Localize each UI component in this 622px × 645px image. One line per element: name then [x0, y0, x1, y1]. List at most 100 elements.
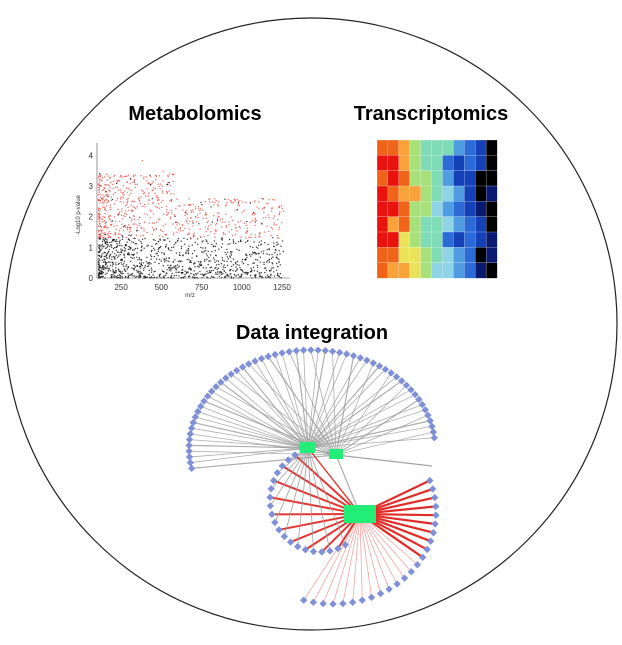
scatter-point [228, 221, 230, 223]
scatter-point [268, 254, 270, 256]
scatter-point [97, 177, 100, 179]
scatter-point [271, 199, 274, 201]
scatter-point [197, 243, 199, 245]
scatter-point [256, 220, 258, 222]
network-node [318, 548, 326, 556]
heatmap-cell [485, 247, 498, 264]
scatter-point [109, 241, 111, 244]
scatter-point [115, 220, 117, 223]
scatter-point [237, 204, 239, 206]
scatter-point [153, 255, 156, 258]
scatter-point [100, 273, 102, 275]
network-node [407, 386, 415, 394]
scatter-point [166, 183, 168, 185]
scatter-point [184, 274, 186, 276]
heatmap-cell [485, 155, 498, 172]
scatter-point [121, 218, 124, 220]
scatter-point [159, 187, 161, 190]
scatter-point [102, 265, 104, 267]
scatter-point [143, 269, 145, 271]
heatmap-cell [376, 201, 389, 218]
heatmap-cell [387, 155, 400, 172]
scatter-point [97, 260, 100, 262]
scatter-point [141, 227, 143, 229]
heatmap-cell [398, 247, 411, 264]
scatter-point [159, 238, 161, 240]
scatter-point [146, 245, 148, 247]
scatter-point [180, 247, 182, 250]
scatter-point [102, 177, 104, 179]
scatter-point [143, 192, 146, 194]
scatter-point [132, 206, 135, 208]
network-node [189, 418, 197, 427]
scatter-point [226, 260, 228, 262]
scatter-point [122, 184, 125, 187]
scatter-point [214, 201, 216, 204]
scatter-point [157, 255, 159, 257]
scatter-point [181, 224, 183, 226]
scatter-point [115, 267, 117, 269]
scatter-point [240, 220, 242, 222]
scatter-point [265, 261, 268, 263]
scatter-point [114, 269, 117, 272]
scatter-point [217, 267, 220, 269]
scatter-point [107, 175, 109, 177]
scatter-point [103, 251, 106, 254]
scatter-point [125, 236, 128, 239]
network-node [376, 589, 385, 598]
network-edge [261, 358, 309, 449]
scatter-point [256, 270, 259, 272]
scatter-point [203, 235, 205, 238]
network-node [217, 378, 225, 386]
scatter-point [232, 239, 234, 241]
scatter-point [197, 272, 199, 274]
scatter-point [118, 242, 121, 244]
network-edge [303, 350, 309, 449]
scatter-point [169, 200, 171, 202]
scatter-point [128, 274, 130, 277]
scatter-point [101, 180, 103, 182]
heatmap-cell [485, 216, 498, 233]
scatter-point [109, 261, 111, 263]
scatter-point [169, 184, 172, 187]
scatter-point [206, 255, 208, 257]
scatter-point [144, 237, 146, 240]
scatter-point [189, 260, 192, 262]
scatter-point [196, 255, 198, 257]
scatter-point [128, 226, 130, 229]
x-tick-label: 250 [114, 283, 128, 292]
scatter-point [170, 249, 172, 252]
scatter-point [268, 248, 270, 250]
scatter-point [102, 237, 104, 239]
scatter-point [124, 212, 126, 215]
scatter-point [225, 253, 227, 256]
scatter-point [155, 179, 157, 181]
scatter-point [99, 276, 102, 278]
scatter-point [108, 230, 110, 233]
scatter-point [124, 215, 126, 218]
scatter-point [112, 269, 114, 271]
scatter-point [254, 221, 256, 223]
network-edge [307, 365, 380, 449]
scatter-point [117, 274, 119, 277]
network-hubs [300, 442, 376, 523]
scatter-point [151, 198, 153, 200]
scatter-point [191, 252, 194, 255]
heatmap-cell [387, 262, 400, 279]
scatter-point [111, 261, 113, 263]
scatter-point [243, 272, 245, 274]
scatter-point [105, 221, 107, 223]
scatter-point [258, 201, 260, 203]
scatter-point [170, 276, 172, 278]
network-edge [307, 353, 348, 449]
scatter-point [115, 239, 118, 241]
scatter-point [211, 221, 214, 223]
scatter-point [119, 211, 121, 213]
scatter-point [98, 273, 100, 275]
scatter-point [104, 247, 107, 249]
scatter-point [247, 272, 249, 274]
scatter-point [120, 174, 122, 177]
scatter-point [186, 250, 188, 252]
scatter-point [139, 262, 141, 265]
network-edge [191, 427, 309, 449]
